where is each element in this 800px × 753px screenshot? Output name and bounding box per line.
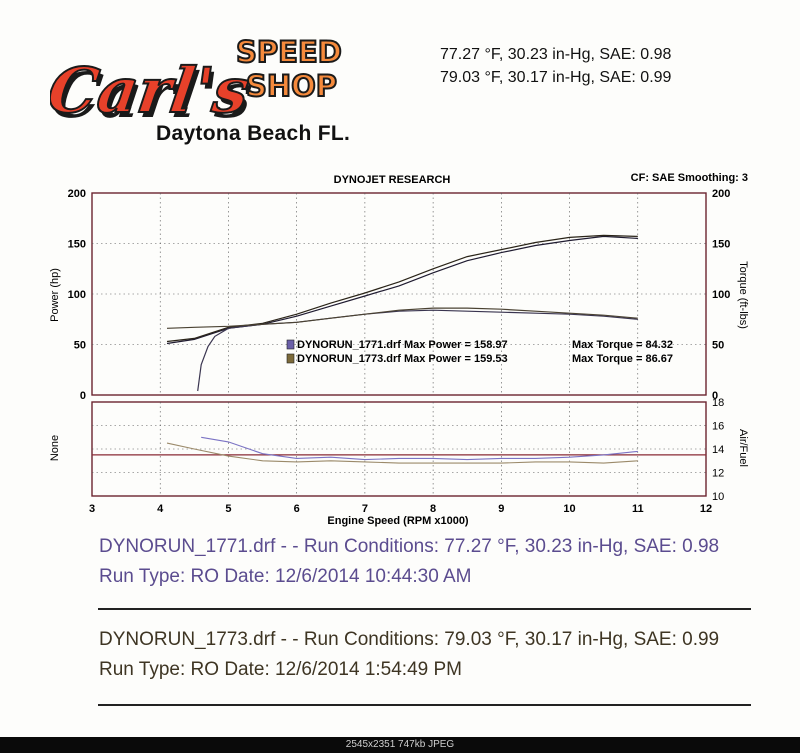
divider — [98, 608, 751, 610]
x-tick-label: 3 — [89, 503, 95, 515]
y-tick-label-left: 150 — [68, 239, 86, 251]
legend-torque: Max Torque = 86.67 — [572, 353, 673, 365]
run-1771-date: Run Type: RO Date: 12/6/2014 10:44:30 AM — [99, 566, 472, 587]
y-tick-label-left: 0 — [80, 390, 86, 402]
x-tick-label: 7 — [362, 503, 368, 515]
run-1773-date: Run Type: RO Date: 12/6/2014 1:54:49 PM — [99, 659, 462, 680]
chart-title: DYNOJET RESEARCH — [334, 174, 451, 186]
run-1771-conditions: DYNORUN_1771.drf - - Run Conditions: 77.… — [99, 536, 720, 557]
logo: Carl's Carl's SPEED SHOP — [43, 25, 370, 132]
y-tick-label-right: 0 — [712, 390, 718, 402]
series-line-3 — [166, 307, 638, 329]
y-tick-label-left: 50 — [74, 340, 86, 352]
run-1773-conditions: DYNORUN_1773.drf - - Run Conditions: 79.… — [99, 629, 720, 650]
x-tick-label: 9 — [498, 503, 504, 515]
y-tick-label-right: 50 — [712, 340, 724, 352]
afr-tick-label: 18 — [712, 397, 724, 409]
afr-series-line-0 — [201, 436, 638, 461]
afr-tick-label: 16 — [712, 421, 724, 433]
legend-swatch — [286, 353, 295, 364]
afr-tick-label: 12 — [712, 468, 724, 480]
x-tick-label: 6 — [294, 503, 300, 515]
x-tick-label: 8 — [430, 503, 436, 515]
x-tick-label: 11 — [632, 503, 644, 515]
y-tick-label-right: 150 — [712, 239, 730, 251]
y-axis-left-label: Power (hp) — [49, 268, 61, 322]
location-title: Daytona Beach FL. — [156, 122, 351, 145]
afr-left-label: None — [49, 435, 61, 461]
legend-swatch — [286, 339, 295, 350]
y-tick-label-left: 200 — [68, 188, 86, 200]
y-tick-label-left: 100 — [68, 289, 86, 301]
x-tick-label: 12 — [700, 503, 712, 515]
conditions-line-2: 79.03 °F, 30.17 in-Hg, SAE: 0.99 — [440, 69, 672, 86]
logo-shop: SHOP — [246, 69, 337, 103]
dyno-chart: DYNOJET RESEARCH CF: SAE Smoothing: 3 En… — [49, 172, 749, 527]
x-tick-label: 10 — [563, 503, 575, 515]
logo-speed: SPEED — [236, 35, 342, 69]
afr-tick-label: 10 — [712, 491, 724, 503]
x-tick-label: 5 — [225, 503, 231, 515]
legend-label: DYNORUN_1771.drf Max Power = 158.97 — [297, 339, 508, 351]
x-axis-label: Engine Speed (RPM x1000) — [327, 515, 469, 527]
afr-tick-label: 14 — [712, 444, 724, 456]
afr-series-line-1 — [166, 442, 638, 464]
legend-torque: Max Torque = 84.32 — [572, 339, 673, 351]
legend-label: DYNORUN_1773.drf Max Power = 159.53 — [297, 353, 508, 365]
image-info-bar: 2545x2351 747kb JPEG — [0, 737, 800, 753]
y-tick-label-right: 100 — [712, 289, 730, 301]
logo-script: Carl's — [50, 54, 253, 127]
logo-script-shadow: Carl's — [50, 59, 257, 130]
y-axis-right-label: Torque (ft-lbs) — [737, 261, 749, 329]
logo-script-mark: Carl's Carl's — [43, 53, 257, 132]
x-tick-label: 4 — [157, 503, 164, 515]
y-tick-label-right: 200 — [712, 188, 730, 200]
afr-right-label: Air/Fuel — [737, 429, 749, 467]
chart-corner-note: CF: SAE Smoothing: 3 — [631, 172, 748, 184]
divider-bottom — [98, 704, 751, 706]
conditions-line-1: 77.27 °F, 30.23 in-Hg, SAE: 0.98 — [440, 46, 672, 63]
